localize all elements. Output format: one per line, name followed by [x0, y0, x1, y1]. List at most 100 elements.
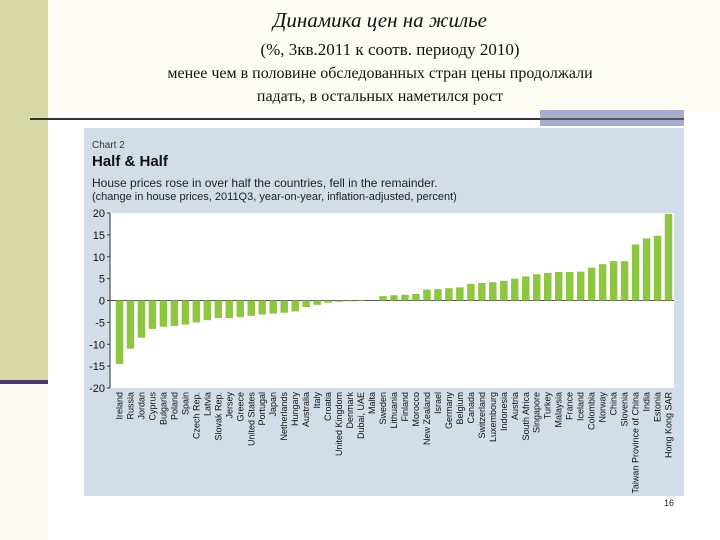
category-label: United Kingdom	[334, 392, 344, 456]
category-label: Greece	[235, 392, 245, 422]
bar	[478, 283, 486, 301]
chart-subtitle: House prices rose in over half the count…	[92, 176, 438, 190]
bar	[456, 287, 464, 301]
category-label: India	[642, 392, 652, 412]
y-tick-label: 15	[93, 230, 105, 242]
bar	[346, 300, 354, 302]
category-label: Austria	[510, 392, 520, 420]
bar	[489, 282, 497, 301]
category-label: Czech Rep.	[191, 392, 201, 439]
bar	[324, 300, 332, 303]
category-label: Estonia	[653, 392, 663, 422]
bar	[203, 300, 212, 321]
category-label: Denmark	[345, 392, 355, 429]
category-label: Belgium	[455, 392, 465, 425]
y-tick-label: 0	[99, 296, 105, 308]
bar	[313, 300, 321, 305]
category-label: Dubai, UAE	[356, 392, 366, 439]
bar	[598, 264, 607, 301]
y-tick-label: -10	[89, 339, 105, 351]
chart-note: (change in house prices, 2011Q3, year-on…	[92, 191, 457, 203]
bar	[159, 300, 168, 327]
header-accent-line	[540, 118, 684, 120]
bar	[423, 289, 431, 301]
header-background	[48, 0, 720, 112]
bar	[434, 289, 442, 301]
bar	[401, 294, 409, 301]
bar	[511, 278, 519, 301]
slide-description-line-1: менее чем в половине обследованных стран…	[167, 65, 593, 82]
bar	[576, 271, 585, 301]
bar	[258, 300, 266, 315]
category-label: Ireland	[114, 392, 124, 420]
category-label: Iceland	[576, 392, 586, 421]
bar	[653, 235, 662, 301]
bar	[192, 300, 201, 323]
category-label: South Africa	[521, 392, 531, 441]
bar	[631, 244, 640, 301]
bar	[543, 272, 552, 301]
category-label: Bulgaria	[158, 392, 168, 425]
category-label: Spain	[180, 392, 190, 415]
bar	[236, 300, 245, 318]
category-label: Netherlands	[279, 392, 289, 441]
bar	[620, 261, 629, 301]
bar	[247, 300, 255, 316]
category-label: Hong Kong SAR	[664, 392, 674, 459]
bar	[379, 296, 387, 301]
bar	[467, 283, 475, 301]
category-label: Italy	[312, 392, 322, 409]
category-label: Jordan	[136, 392, 146, 420]
category-label: Hungary	[290, 392, 300, 427]
bar	[137, 300, 146, 338]
category-label: Canada	[466, 392, 476, 424]
bar	[280, 300, 288, 313]
y-tick-label: -5	[95, 317, 105, 329]
left-decor-band	[0, 0, 48, 383]
category-label: Japan	[268, 392, 278, 417]
category-label: China	[609, 392, 619, 416]
y-tick-label: 10	[93, 252, 105, 264]
category-label: Morocco	[411, 392, 421, 427]
category-label: Croatia	[323, 392, 333, 421]
category-label: Finland	[400, 392, 410, 422]
bar	[335, 300, 343, 302]
bar	[390, 295, 398, 301]
bar	[291, 300, 299, 312]
category-label: Colombia	[587, 392, 597, 430]
bar	[500, 280, 508, 301]
category-label: Australia	[301, 392, 311, 427]
category-label: Singapore	[532, 392, 542, 433]
category-label: Lithuania	[389, 392, 399, 429]
category-label: Israel	[433, 392, 443, 414]
left-decor-lower	[0, 384, 48, 540]
bar	[269, 300, 277, 314]
category-label: Norway	[598, 392, 608, 423]
bar	[170, 300, 179, 326]
category-label: Taiwan Province of China	[631, 392, 641, 494]
header-divider	[30, 118, 540, 120]
category-label: Poland	[169, 392, 179, 420]
chart-title: Half & Half	[92, 153, 168, 170]
slide-title: Динамика цен на жилье	[273, 8, 487, 32]
bar	[522, 276, 530, 301]
left-decor-line	[0, 380, 48, 384]
category-label: Slovenia	[620, 392, 630, 427]
bar	[642, 238, 651, 301]
category-label: Malaysia	[554, 392, 564, 428]
category-label: Slovak Rep.	[213, 392, 223, 441]
category-label: Jersey	[224, 392, 234, 419]
bar	[148, 300, 157, 329]
category-label: Turkey	[543, 392, 553, 420]
bar	[609, 261, 618, 301]
bar	[554, 272, 563, 301]
category-label: United States	[246, 392, 256, 447]
category-label: Cyprus	[147, 392, 157, 421]
category-label: Germany	[444, 392, 454, 430]
bar	[181, 300, 190, 325]
y-tick-label: 5	[99, 274, 105, 286]
category-label: Russia	[125, 392, 135, 420]
category-label: Latvia	[202, 392, 212, 416]
bar	[302, 300, 310, 308]
category-label: Sweden	[378, 392, 388, 425]
